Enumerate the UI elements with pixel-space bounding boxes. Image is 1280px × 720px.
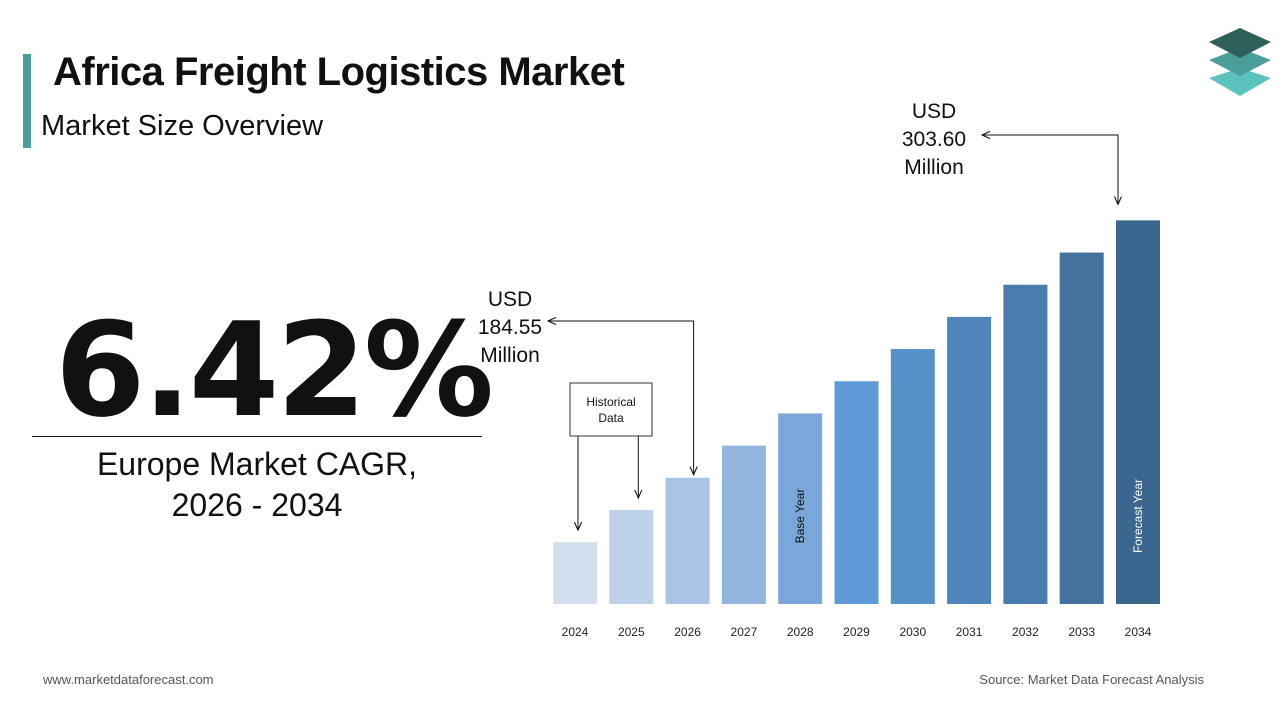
bar-2032: [1003, 284, 1048, 604]
page-subtitle: Market Size Overview: [41, 110, 324, 142]
x-tick-2032: 2032: [1012, 625, 1039, 639]
historical-data-label-0: Historical: [586, 395, 635, 409]
end-callout-currency: USD: [911, 100, 957, 123]
title-accent-bar: [23, 54, 31, 148]
start-value-callout: USD 184.55 Million: [470, 286, 550, 370]
start-callout-unit: Million: [480, 344, 540, 367]
bar-2033: [1059, 252, 1104, 605]
x-tick-2033: 2033: [1068, 625, 1095, 639]
cagr-caption-line2: 2026 - 2034: [171, 487, 343, 523]
x-tick-2026: 2026: [674, 625, 701, 639]
bar-2034: [1116, 220, 1160, 604]
historical-data-box: [569, 382, 653, 437]
start-callout-value: 184.55: [477, 316, 543, 339]
x-tick-2024: 2024: [562, 625, 589, 639]
bar-label-2028: Base Year: [793, 489, 807, 544]
historical-data-label-1: Data: [598, 411, 624, 425]
bar-2026: [665, 477, 710, 604]
x-tick-2029: 2029: [843, 625, 870, 639]
bar-2025: [609, 509, 654, 604]
start-callout-arrow: [548, 321, 694, 475]
stat-divider: [32, 436, 482, 437]
stacked-layers-icon: [1209, 28, 1271, 96]
end-callout-unit: Million: [904, 156, 964, 179]
x-tick-2030: 2030: [899, 625, 926, 639]
footer-source: Source: Market Data Forecast Analysis: [979, 672, 1204, 687]
x-tick-2028: 2028: [787, 625, 814, 639]
x-tick-2027: 2027: [731, 625, 758, 639]
start-callout-currency: USD: [487, 288, 533, 311]
bar-2030: [890, 349, 935, 604]
bar-2024: [553, 542, 597, 604]
bar-2028: [778, 413, 823, 604]
bar-2027: [721, 445, 766, 604]
cagr-caption: Europe Market CAGR, 2026 - 2034: [32, 444, 482, 526]
end-callout-arrow: [982, 135, 1118, 204]
end-value-callout: USD 303.60 Million: [893, 98, 975, 182]
footer-website: www.marketdataforecast.com: [43, 672, 214, 687]
end-callout-value: 303.60: [901, 128, 967, 151]
bar-2029: [834, 381, 879, 604]
x-tick-2025: 2025: [618, 625, 645, 639]
cagr-value: 6.42%: [55, 294, 494, 446]
x-tick-2031: 2031: [956, 625, 983, 639]
bar-2031: [947, 316, 992, 604]
bar-label-2034: Forecast Year: [1131, 479, 1145, 553]
x-tick-2034: 2034: [1125, 625, 1152, 639]
page-title: Africa Freight Logistics Market: [53, 50, 625, 94]
cagr-caption-line1: Europe Market CAGR,: [96, 446, 418, 482]
